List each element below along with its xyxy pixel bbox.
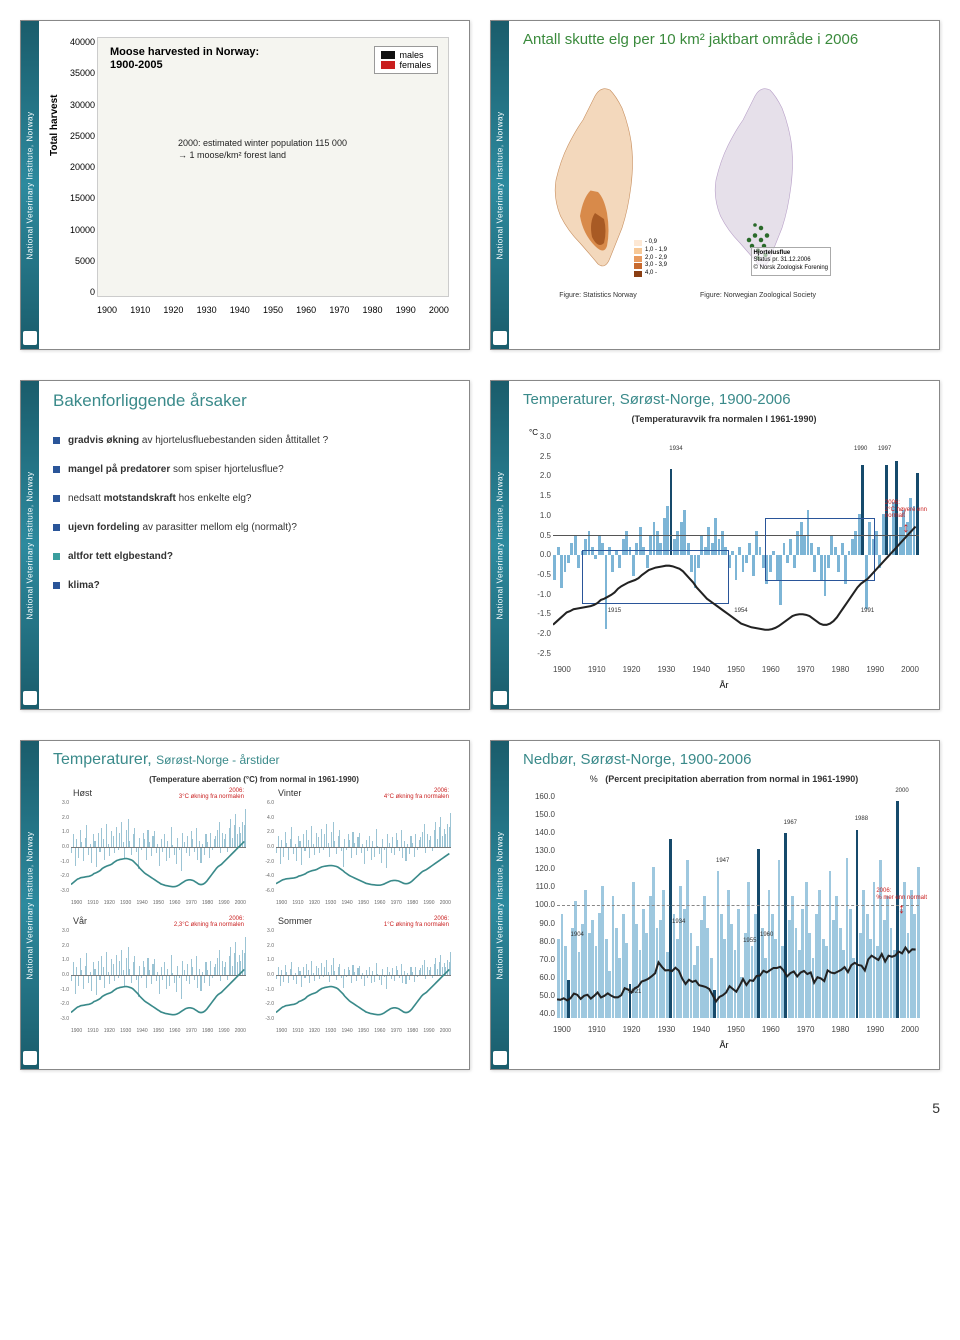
logo-icon xyxy=(23,1051,37,1065)
x-axis-label: År xyxy=(523,1040,925,1050)
sidebar: National Veterinary Institute, Norway xyxy=(21,741,39,1069)
anno-2006: 2006: 2°C høyere enn normalt ↕ xyxy=(885,500,927,535)
sidebar: National Veterinary Institute, Norway xyxy=(21,21,39,349)
slide-temp-anomaly: National Veterinary Institute, Norway Te… xyxy=(490,380,940,710)
sidebar: National Veterinary Institute, Norway xyxy=(21,381,39,709)
slide-title: Antall skutte elg per 10 km² jaktbart om… xyxy=(523,31,925,48)
slide-title: Nedbør, Sørøst-Norge, 1900-2006 xyxy=(523,751,925,768)
slide-title: Temperaturer, Sørøst-Norge, 1900-2006 xyxy=(523,391,925,408)
temp-anomaly-chart: °C 3.02.52.01.51.00.50.0-0.5-1.0-1.5-2.0… xyxy=(523,428,925,678)
slide-precipitation: National Veterinary Institute, Norway Ne… xyxy=(490,740,940,1070)
map-legend-density: - 0,91,0 - 1,92,0 - 2,93,0 - 3,94,0 - xyxy=(632,237,669,280)
sidebar: National Veterinary Institute, Norway xyxy=(491,21,509,349)
slide-subtitle: % (Percent precipitation aberration from… xyxy=(523,774,925,784)
slide-temp-seasons: National Veterinary Institute, Norway Te… xyxy=(20,740,470,1070)
sidebar: National Veterinary Institute, Norway xyxy=(491,741,509,1069)
map-caption: Figure: Norwegian Zoological Society xyxy=(683,292,833,299)
slide-title: Temperaturer, Sørøst-Norge - årstider xyxy=(53,751,455,769)
moose-harvest-chart: Total harvest 40000350003000025000200001… xyxy=(53,31,455,321)
slide-subtitle: (Temperature aberration (°C) from normal… xyxy=(53,775,455,784)
causes-list: gradvis økning av hjortelusfluebestanden… xyxy=(53,435,455,591)
logo-icon xyxy=(493,331,507,345)
map-harvest-density: - 0,91,0 - 1,92,0 - 2,93,0 - 3,94,0 - xyxy=(523,78,673,288)
slide-subtitle: (Temperaturavvik fra normalen I 1961-199… xyxy=(523,414,925,424)
sidebar-label: National Veterinary Institute, Norway xyxy=(26,111,35,259)
x-axis-label: År xyxy=(523,680,925,690)
slide-causes: National Veterinary Institute, Norway Ba… xyxy=(20,380,470,710)
slide-maps: National Veterinary Institute, Norway An… xyxy=(490,20,940,350)
x-ticks: 1900191019201930194019501960197019801990… xyxy=(97,305,449,315)
page-number: 5 xyxy=(20,1100,940,1116)
slide-title: Bakenforliggende årsaker xyxy=(53,391,455,411)
sidebar: National Veterinary Institute, Norway xyxy=(491,381,509,709)
precip-chart: 160.0150.0140.0130.0120.0110.0100.090.08… xyxy=(523,788,925,1038)
logo-icon xyxy=(493,691,507,705)
logo-icon xyxy=(493,1051,507,1065)
map-legend-ked: Hjortelusflue Status pr. 31.12.2006 © No… xyxy=(751,247,831,276)
logo-icon xyxy=(23,331,37,345)
y-axis-label: Total harvest xyxy=(49,95,60,157)
logo-icon xyxy=(23,691,37,705)
seasons-grid: Høst2006: 3°C økning fra normalen3.02.01… xyxy=(53,788,455,1036)
map-caption: Figure: Statistics Norway xyxy=(523,292,673,299)
anno-2006: 2006: % mer enn normalt ↕ xyxy=(876,888,927,917)
map-deer-ked: Hjortelusflue Status pr. 31.12.2006 © No… xyxy=(683,78,833,288)
y-ticks: 4000035000300002500020000150001000050000 xyxy=(67,37,95,297)
slide-moose-harvest: National Veterinary Institute, Norway To… xyxy=(20,20,470,350)
